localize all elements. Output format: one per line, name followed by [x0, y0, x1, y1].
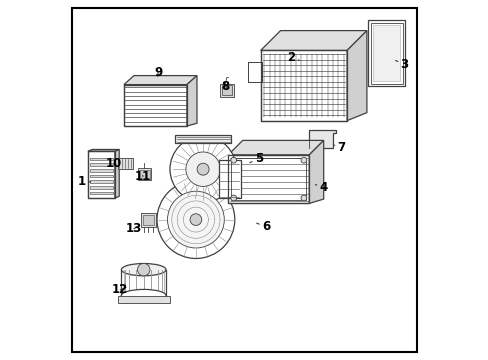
- Bar: [90, 163, 113, 166]
- Circle shape: [301, 195, 306, 201]
- Ellipse shape: [121, 264, 166, 276]
- Circle shape: [167, 191, 224, 248]
- Polygon shape: [186, 76, 197, 126]
- Polygon shape: [123, 85, 186, 126]
- Text: 4: 4: [315, 181, 327, 194]
- Circle shape: [230, 195, 236, 201]
- Circle shape: [301, 157, 306, 163]
- Bar: [141, 213, 155, 227]
- Polygon shape: [88, 149, 119, 151]
- Text: 12: 12: [112, 283, 128, 296]
- Polygon shape: [123, 76, 197, 85]
- Text: 1: 1: [78, 175, 91, 188]
- Text: 7: 7: [334, 141, 345, 154]
- Bar: [90, 192, 113, 194]
- Circle shape: [137, 264, 150, 276]
- Text: 5: 5: [249, 152, 263, 165]
- Circle shape: [190, 214, 202, 225]
- Bar: [139, 170, 149, 179]
- Bar: [90, 158, 113, 161]
- Polygon shape: [88, 151, 115, 198]
- Polygon shape: [260, 31, 366, 50]
- Bar: [247, 62, 261, 82]
- Polygon shape: [309, 130, 336, 148]
- Text: 9: 9: [154, 66, 162, 79]
- Circle shape: [197, 163, 209, 175]
- Polygon shape: [309, 140, 323, 203]
- Bar: [219, 161, 240, 198]
- Bar: [90, 186, 113, 189]
- Polygon shape: [115, 149, 119, 198]
- Circle shape: [230, 157, 236, 163]
- Text: 6: 6: [256, 220, 270, 233]
- Polygon shape: [228, 155, 309, 203]
- Bar: [90, 180, 113, 183]
- Bar: [118, 158, 133, 169]
- Polygon shape: [121, 270, 166, 296]
- Text: 8: 8: [221, 80, 229, 93]
- Bar: [370, 23, 402, 84]
- Text: 11: 11: [135, 170, 151, 183]
- Bar: [175, 135, 231, 143]
- Bar: [90, 169, 113, 172]
- Polygon shape: [228, 140, 323, 155]
- Bar: [372, 25, 400, 81]
- Bar: [220, 84, 233, 97]
- Text: 13: 13: [125, 222, 142, 235]
- Text: 10: 10: [106, 157, 122, 170]
- Bar: [247, 62, 261, 82]
- Text: 2: 2: [286, 51, 299, 64]
- Bar: [118, 296, 169, 303]
- Bar: [90, 175, 113, 177]
- Polygon shape: [346, 31, 366, 121]
- Bar: [367, 20, 405, 86]
- Bar: [222, 85, 231, 95]
- Ellipse shape: [121, 289, 166, 302]
- Bar: [137, 168, 151, 180]
- Text: 3: 3: [395, 58, 408, 71]
- Polygon shape: [260, 50, 346, 121]
- Circle shape: [157, 181, 234, 258]
- Circle shape: [170, 136, 236, 202]
- Bar: [231, 158, 306, 200]
- Bar: [142, 215, 154, 225]
- Circle shape: [185, 152, 220, 186]
